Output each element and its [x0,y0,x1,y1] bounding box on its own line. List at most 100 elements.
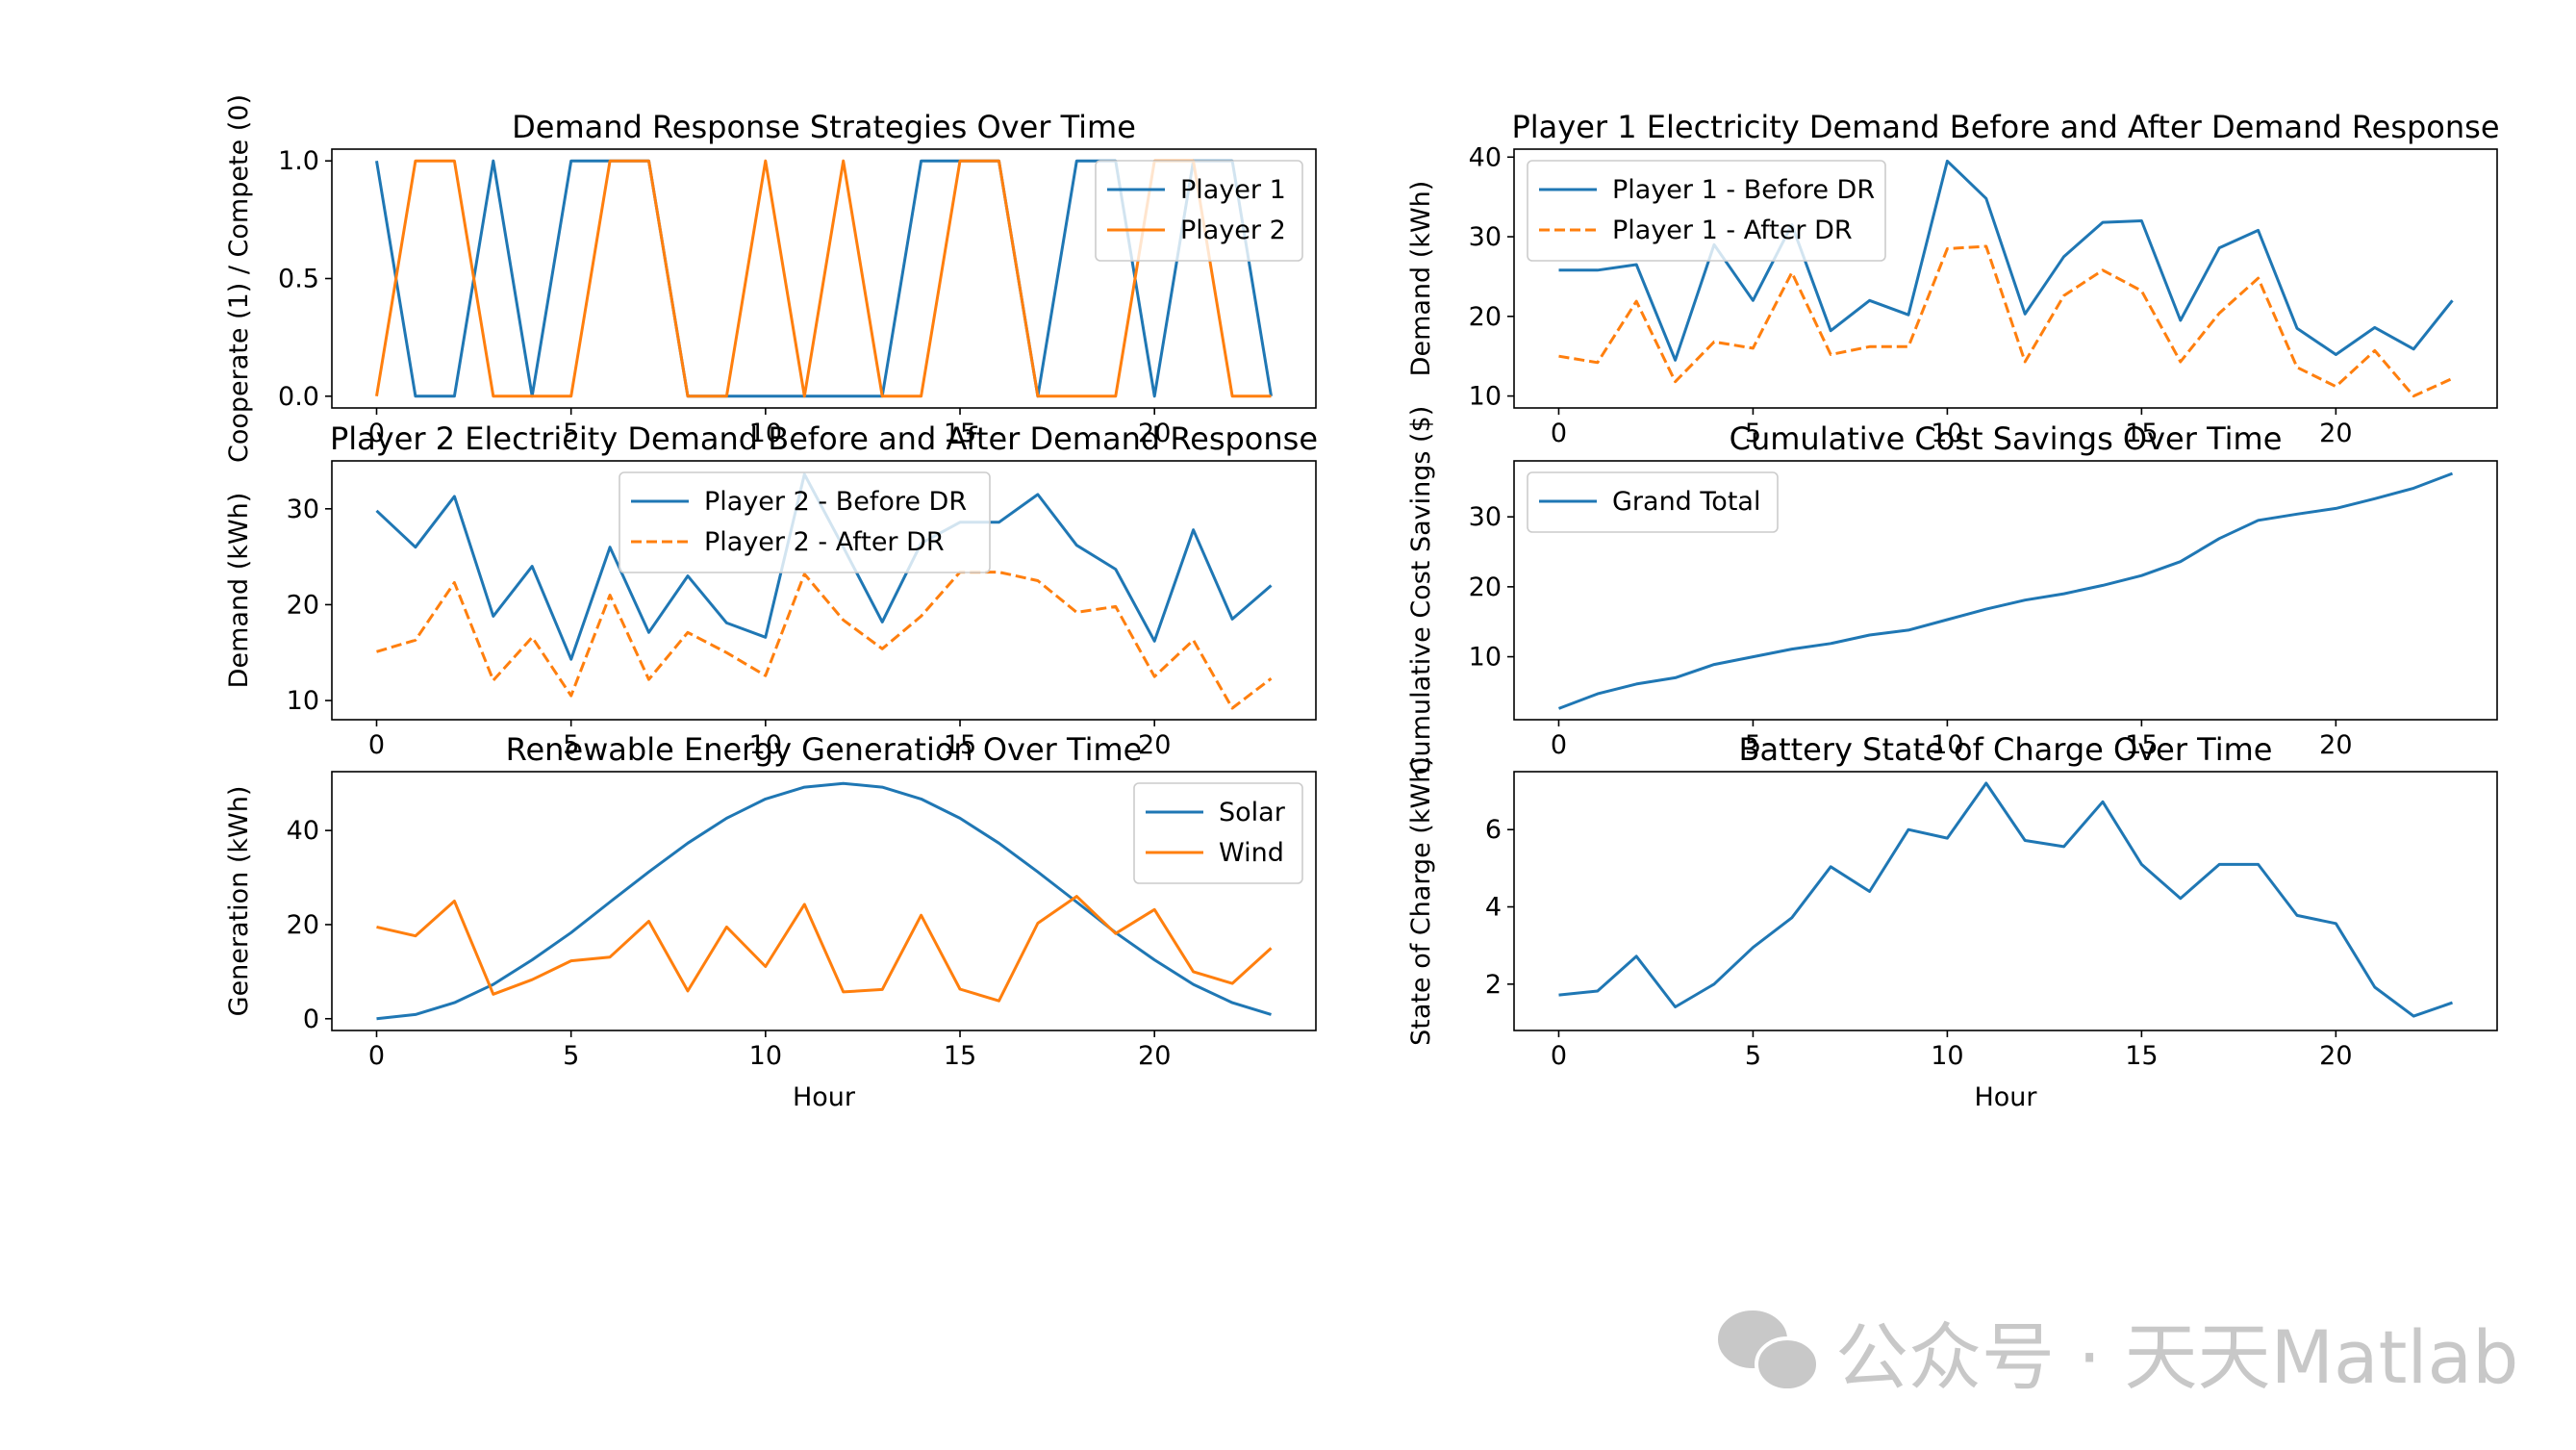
y-axis-label: Cooperate (1) / Compete (0) [224,94,254,463]
series-line-grand-total [1557,471,2454,710]
y-axis-label: Generation (kWh) [224,786,254,1017]
y-tick-label: 30 [287,495,319,524]
x-tick-label: 15 [2125,419,2158,448]
legend-label: Player 1 - After DR [1612,216,1853,245]
series-line-wind [376,895,1273,1003]
legend-label: Player 2 [1180,216,1286,245]
x-tick-label: 15 [2125,730,2158,760]
legend: Player 2 - Before DR Player 2 - After DR [619,471,991,573]
watermark: 公众号 · 天天Matlab [1714,1307,2518,1400]
x-tick-label: 15 [944,1041,976,1071]
x-tick-label: 5 [563,730,579,760]
x-tick-label: 10 [749,730,782,760]
y-tick-label: 1.0 [278,146,319,176]
chart-title: Player 1 Electricity Demand Before and A… [1511,109,2499,145]
y-axis-label: Cumulative Cost Savings ($) [1406,406,1436,776]
y-axis-label: Demand (kWh) [224,493,254,689]
legend-box [619,471,991,573]
x-axis-label: Hour [793,1082,856,1112]
x-axis-label: Hour [1974,1082,2037,1112]
legend-box [1095,160,1303,262]
legend-box [1527,471,1779,533]
x-tick-label: 5 [1745,419,1761,448]
x-tick-label: 20 [2319,419,2352,448]
legend: Solar Wind [1133,782,1303,884]
axes-frame [1513,460,2498,721]
axes-frame [1513,148,2498,409]
y-tick-label: 10 [1469,643,1502,673]
x-tick-label: 0 [368,730,385,760]
y-tick-label: 0 [303,1005,319,1034]
chart-3: 0 5 10 15 20 10 20 30 Player 2 Electricity Deman… [224,420,1318,760]
x-tick-label: 10 [749,419,782,448]
y-tick-label: 10 [1469,382,1502,412]
x-tick-label: 5 [1745,730,1761,760]
y-tick-label: 40 [287,816,319,846]
y-tick-label: 20 [287,910,319,940]
x-tick-label: 10 [1931,730,1963,760]
wechat-icon [1714,1307,1820,1392]
legend-label: Solar [1219,798,1286,827]
chart-1: 0 5 10 15 20 0.0 0.5 1.0 Demand Response Strateg… [224,94,1317,463]
x-tick-label: 15 [944,730,976,760]
watermark-text: 公众号 · 天天Matlab [1835,1314,2518,1400]
x-tick-label: 15 [944,419,976,448]
x-tick-label: 0 [1551,730,1567,760]
chart-2: 0 5 10 15 20 10 20 30 40 Player 1 Electricity Dem… [1406,109,2500,448]
y-tick-label: 40 [1469,142,1502,172]
y-tick-label: 2 [1485,970,1502,1000]
x-tick-label: 10 [1931,419,1963,448]
axes-frame [1513,771,2498,1031]
chart-title: Cumulative Cost Savings Over Time [1730,420,2283,457]
x-tick-label: 10 [749,1041,782,1071]
y-tick-label: 30 [1469,222,1502,252]
y-tick-label: 6 [1485,815,1502,845]
y-axis-label: Demand (kWh) [1406,181,1436,377]
x-tick-label: 20 [1138,730,1171,760]
x-tick-label: 20 [2319,1041,2352,1071]
chart-title: Demand Response Strategies Over Time [512,109,1136,145]
chart-title: Player 2 Electricity Demand Before and A… [330,420,1318,457]
axes-frame [331,460,1317,721]
y-tick-label: 30 [1469,502,1502,532]
x-tick-label: 0 [368,419,385,448]
legend: Grand Total [1527,471,1779,533]
y-tick-label: 20 [287,590,319,620]
legend-label: Grand Total [1612,487,1760,517]
chart-6: 0 5 10 15 20 2 4 6 Battery State of Charge Over … [1406,731,2498,1112]
legend: Player 1 Player 2 [1095,160,1303,262]
series-line-player-2 [375,159,1272,398]
x-tick-label: 5 [563,419,579,448]
series-line-player-2-after-dr [376,571,1273,710]
x-tick-label: 10 [1931,1041,1963,1071]
x-tick-label: 0 [1551,419,1567,448]
x-tick-label: 15 [2125,1041,2158,1071]
series-line-solar [376,781,1272,1021]
x-tick-label: 0 [368,1041,385,1071]
y-tick-label: 4 [1485,893,1502,923]
x-tick-label: 20 [2319,730,2352,760]
y-tick-label: 20 [1469,572,1502,602]
x-tick-label: 20 [1138,419,1171,448]
legend-label: Wind [1219,838,1284,868]
x-tick-label: 0 [1551,1041,1567,1071]
y-tick-label: 0.5 [278,265,319,294]
x-tick-label: 20 [1138,1041,1171,1071]
y-tick-label: 10 [287,686,319,716]
series-line-state-of-charge [1558,781,2453,1018]
chart-5: 0 5 10 15 20 0 20 40 Renewable Energy Generation… [224,731,1317,1112]
series-line-player-1-before-dr [1558,159,2454,362]
x-tick-label: 5 [563,1041,579,1071]
legend-label: Player 1 - Before DR [1612,175,1875,205]
chart-title: Renewable Energy Generation Over Time [506,731,1143,768]
legend-label: Player 2 - After DR [704,527,945,557]
legend-box [1133,782,1303,884]
y-tick-label: 20 [1469,302,1502,332]
y-axis-label: State of Charge (kWh) [1406,756,1436,1046]
series-line-player-1-after-dr [1558,244,2454,398]
y-tick-label: 0.0 [278,382,319,412]
legend: Player 1 - Before DR Player 1 - After DR [1527,160,1886,262]
chart-title: Battery State of Charge Over Time [1739,731,2273,768]
